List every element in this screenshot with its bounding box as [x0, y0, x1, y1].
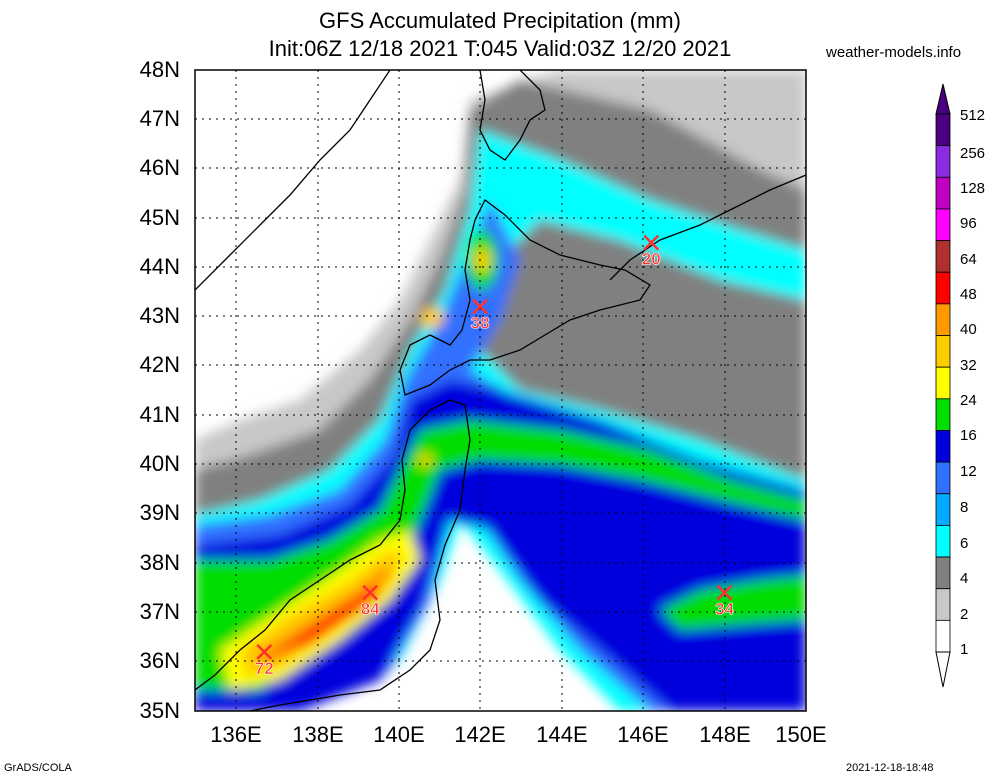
kuril-islands [609, 174, 806, 281]
max-marker-value: 38 [471, 314, 490, 333]
max-marker-value: 72 [255, 659, 274, 678]
colorbar-box [935, 525, 951, 558]
lon-label-138e: 138E [292, 722, 344, 747]
colorbar-label: 24 [960, 392, 977, 409]
colorbar-label: 40 [960, 321, 977, 338]
max-marker-value: 34 [715, 600, 734, 619]
colorbar-box [935, 303, 951, 336]
precip-cell-hokkaido-core [474, 248, 490, 272]
colorbar-box [935, 619, 951, 653]
colorbar-bottom-triangle [935, 651, 951, 688]
lon-label-142e: 142E [454, 722, 506, 747]
max-marker-cross [362, 584, 379, 601]
precip-band-16mm-east [660, 575, 806, 630]
graticule [195, 70, 806, 711]
colorbar-box [935, 335, 951, 368]
colorbar-label: 512 [960, 107, 986, 124]
lat-label-45n: 45N [139, 205, 180, 230]
colorbar-label: 8 [960, 499, 969, 516]
precip-cell-oshima [420, 308, 444, 328]
lat-label-41n: 41N [139, 402, 180, 427]
lat-label-47n: 47N [139, 106, 180, 131]
colorbar-box [935, 556, 951, 590]
lat-label-43n: 43N [139, 303, 180, 328]
colorbar-label: 64 [960, 251, 977, 268]
lat-label-42n: 42N [139, 352, 180, 377]
lat-label-44n: 44N [139, 254, 180, 279]
colorbar-label: 128 [960, 180, 986, 197]
max-marker-cross [472, 298, 489, 315]
chart-title: GFS Accumulated Precipitation (mm) [319, 8, 681, 33]
lon-label-148e: 148E [699, 722, 751, 747]
lon-label-140e: 140E [373, 722, 425, 747]
colorbar-label: 12 [960, 463, 977, 480]
hokkaido-coast [399, 199, 651, 396]
footer-timestamp: 2021-12-18-18:48 [846, 762, 934, 774]
colorbar-box [935, 366, 951, 400]
coastlines [195, 70, 806, 711]
colorbar-box [935, 588, 951, 621]
precip-field: 20 38 84 34 72 [195, 70, 806, 711]
footer-software-credit: GrADS/COLA [4, 762, 72, 774]
colorbar-box [935, 176, 951, 210]
lat-label-36n: 36N [139, 648, 180, 673]
colorbar-label: 16 [960, 427, 977, 444]
colorbar-box [935, 461, 951, 495]
max-marker-value: 84 [361, 600, 380, 619]
colorbar-boxes [935, 113, 951, 653]
colorbar-label: 4 [960, 570, 969, 587]
colorbar [935, 83, 951, 688]
precip-band-40mm [255, 565, 395, 668]
lat-label-38n: 38N [139, 550, 180, 575]
colorbar-label: 6 [960, 535, 969, 552]
lon-label-146e: 146E [617, 722, 669, 747]
max-marker-cross [643, 234, 660, 251]
colorbar-label: 48 [960, 286, 977, 303]
map-frame [194, 69, 807, 712]
lat-label-40n: 40N [139, 451, 180, 476]
max-marker-cross [256, 643, 273, 660]
lat-label-37n: 37N [139, 599, 180, 624]
colorbar-box [935, 145, 951, 178]
colorbar-label: 32 [960, 357, 977, 374]
colorbar-label: 1 [960, 641, 969, 658]
colorbar-box [935, 208, 951, 241]
precip-cell-akita-core [418, 454, 432, 466]
lat-label-46n: 46N [139, 155, 180, 180]
max-value-markers: 20 38 84 34 72 [254, 234, 735, 678]
lat-label-35n: 35N [139, 698, 180, 723]
colorbar-label: 96 [960, 215, 977, 232]
colorbar-box [935, 240, 951, 273]
max-marker-cross [716, 584, 733, 601]
sakhalin-coast [479, 70, 546, 161]
colorbar-box [935, 271, 951, 305]
colorbar-box [935, 493, 951, 526]
colorbar-label: 2 [960, 606, 969, 623]
chart-subtitle: Init:06Z 12/18 2021 T:045 Valid:03Z 12/2… [268, 36, 732, 61]
colorbar-box [935, 398, 951, 431]
lat-label-39n: 39N [139, 500, 180, 525]
colorbar-box [935, 430, 951, 463]
lon-label-136e: 136E [210, 722, 262, 747]
max-marker-value: 20 [642, 250, 661, 269]
precip-band-48mm [270, 585, 380, 656]
lon-label-150e: 150E [775, 722, 827, 747]
colorbar-top-triangle [935, 83, 951, 115]
site-brand: weather-models.info [826, 44, 962, 61]
colorbar-box [935, 113, 951, 147]
lon-label-144e: 144E [536, 722, 588, 747]
asian-mainland-coast [195, 70, 391, 291]
lat-label-48n: 48N [139, 57, 180, 82]
colorbar-label: 256 [960, 145, 986, 162]
honshu-coast [195, 399, 471, 711]
